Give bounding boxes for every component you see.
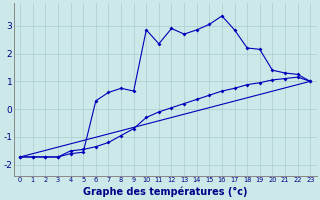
X-axis label: Graphe des températures (°c): Graphe des températures (°c)	[83, 186, 247, 197]
